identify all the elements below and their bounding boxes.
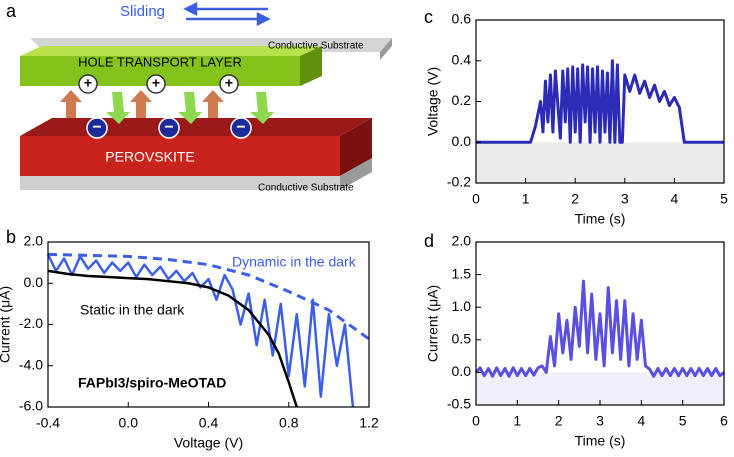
perovskite-top [20,118,372,136]
x-tick-label: 3 [621,191,629,207]
x-tick-label: 6 [720,413,728,429]
y-tick-label: -6.0 [19,398,43,414]
y-tick-label: -2.0 [19,315,43,331]
y-tick-label: 0.4 [452,51,472,67]
annotation: FAPbI3/spiro-MeOTAD [78,375,226,391]
chart: b Dynamic in the dark Static in the dark -0… [0,227,379,451]
y-axis-title: Current (μA) [425,285,441,362]
x-tick-label: 2 [571,191,579,207]
panel-label: b [6,227,16,247]
y-tick-label: 0.6 [452,11,472,27]
x-tick-label: 1 [513,413,521,429]
htl-side [300,46,322,86]
x-tick-label: 4 [671,191,679,207]
y-tick-label: 1.0 [452,298,472,314]
y-tick-label: 1.5 [452,265,472,281]
positive-charge: + [225,75,233,91]
negative-charge: − [92,119,101,136]
y-tick-label: 0.0 [452,363,472,379]
panel-label: c [424,7,433,27]
panel-label: a [6,1,17,21]
x-tick-label: 5 [720,191,728,207]
x-tick-label: 4 [637,413,645,429]
data-line [47,252,370,341]
y-tick-label: -0.2 [447,174,471,190]
data-line [474,279,725,378]
data-line [476,59,724,144]
x-tick-label: 3 [596,413,604,429]
y-tick-label: 0.0 [24,274,44,290]
series-label: Static in the dark [80,302,185,318]
charges: + + + − − − [78,74,252,139]
panel-label: d [424,231,434,251]
x-tick-label: 0 [472,191,480,207]
perovskite-label: PEROVSKITE [105,149,194,165]
x-axis-title: Time (s) [575,433,626,449]
y-axis-title: Voltage (V) [425,67,441,136]
sliding-label: Sliding [120,3,165,20]
y-tick-label: 2.0 [24,233,44,249]
x-tick-label: 0.4 [199,415,219,431]
x-axis-title: Voltage (V) [174,435,243,451]
htl-top [20,46,322,56]
chart: c 0 1 2 3 4 5 -0.2 0.0 0.2 0.4 0.6 Time (s) Voltage (… [424,7,728,227]
y-tick-label: 2.0 [452,233,472,249]
bottom-substrate [20,176,340,190]
x-tick-label: 5 [679,413,687,429]
y-tick-label: -4.0 [19,356,43,372]
y-tick-label: 0.2 [452,92,472,108]
htl-label: HOLE TRANSPORT LAYER [78,54,242,69]
shade [476,372,724,405]
x-tick-label: 1 [522,191,530,207]
series-label: Dynamic in the dark [232,254,357,270]
x-tick-label: 0.0 [119,415,139,431]
x-axis-title: Time (s) [575,211,626,227]
perovskite-front [20,136,340,176]
chart: d 0 1 2 3 4 5 6 -0.5 0.0 0.5 1.0 1.5 2.0 Time (s) Curre… [424,231,728,449]
substrate-label: Conductive Substrate [258,183,354,194]
negative-charge: − [164,119,173,136]
negative-charge: − [236,119,245,136]
perovskite-side [340,118,372,176]
positive-charge: + [84,75,92,91]
positive-charge: + [152,75,160,91]
data-line [46,253,355,408]
bottom-substrate-side [340,158,372,190]
charge-arrows [60,90,274,124]
y-tick-label: 0.5 [452,331,472,347]
top-substrate-side [380,38,392,60]
x-tick-label: -0.4 [36,415,60,431]
sliding-arrows [183,1,271,27]
x-tick-label: 0.8 [279,415,299,431]
diagram: a Sliding HOLE TRANSPORT LAYER Conductiv… [6,1,392,194]
data-line [47,269,298,408]
x-tick-label: 2 [555,413,563,429]
y-tick-label: -0.5 [447,396,471,412]
shade [476,142,724,183]
y-tick-label: 0.0 [452,133,472,149]
substrate-label: Conductive Substrate [268,41,364,52]
x-tick-label: 0 [472,413,480,429]
x-tick-label: 1.2 [359,415,379,431]
y-axis-title: Current (μA) [0,286,13,363]
